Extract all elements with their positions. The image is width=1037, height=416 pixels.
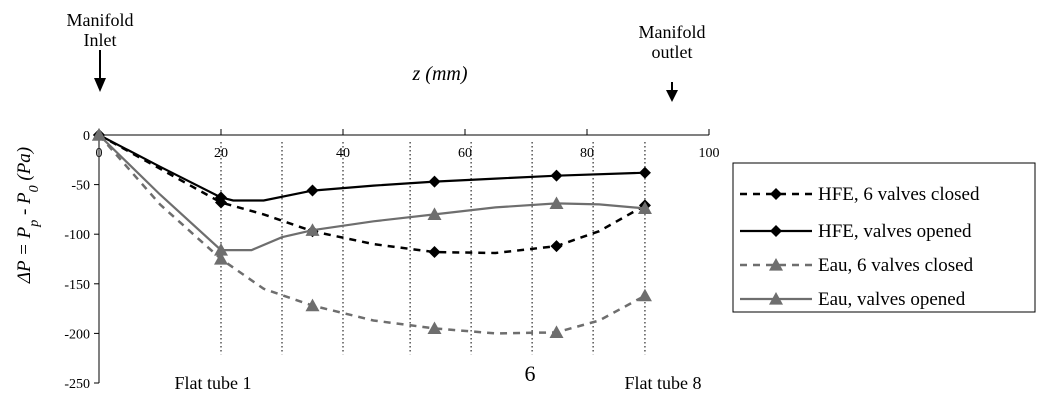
data-point-2-5 <box>550 169 563 182</box>
data-point-3-2 <box>214 252 228 265</box>
y-tick-label: -250 <box>64 377 90 392</box>
y-tick-label: 0 <box>83 129 90 144</box>
data-point-4-1 <box>92 128 106 141</box>
legend-box <box>732 162 1036 313</box>
manifold-outlet-label: Manifold outlet <box>639 22 706 62</box>
series-4 <box>92 128 652 256</box>
data-point-2-6 <box>638 166 651 179</box>
data-point-3-4 <box>427 321 442 335</box>
data-point-4-4 <box>427 207 442 220</box>
x-tick-label: 0 <box>96 146 103 161</box>
x-tick-label: 60 <box>458 146 472 161</box>
series-layer <box>92 128 652 339</box>
data-point-3-6 <box>637 288 652 302</box>
y-tick-label: -100 <box>64 228 90 243</box>
legend-label-2: HFE, valves opened <box>818 221 972 242</box>
x-tick-label: 40 <box>336 146 350 161</box>
y-tick-label: -150 <box>64 278 90 293</box>
series-2 <box>93 129 651 204</box>
legend-label-3: Eau, 6 valves closed <box>818 255 974 276</box>
x-tick-label: 100 <box>699 146 720 161</box>
data-point-4-6 <box>637 201 652 215</box>
tube-gridlines <box>220 141 646 355</box>
axes: 0 20 40 60 80 100 0 -50 -100 -150 -200 -250 <box>64 129 720 392</box>
legend-marker-1 <box>770 188 782 200</box>
legend-label-4: Eau, valves opened <box>818 289 966 310</box>
data-point-4-3 <box>305 223 320 236</box>
series-line-2 <box>98 134 646 202</box>
x-axis-label: z (mm) <box>412 63 468 85</box>
y-tick-label: -200 <box>64 327 90 342</box>
flat-tube-8-label: Flat tube 8 <box>625 373 702 393</box>
data-point-4-2 <box>214 243 228 256</box>
inlet-arrow-icon <box>94 78 106 92</box>
manifold-inlet-label: Manifold Inlet <box>67 10 134 50</box>
data-point-2-3 <box>306 184 319 197</box>
flat-tube-1-label: Flat tube 1 <box>175 373 252 393</box>
legend-marker-3 <box>769 258 783 271</box>
series-3 <box>92 128 652 339</box>
series-line-1 <box>98 133 646 255</box>
x-tick-label: 20 <box>214 146 228 161</box>
legend-marker-4 <box>769 292 783 305</box>
y-axis-label: ΔP = Pp - P0 (Pa) <box>14 147 42 284</box>
x-tick-label: 80 <box>580 146 594 161</box>
data-point-2-4 <box>428 175 441 188</box>
series-line-4 <box>98 134 646 252</box>
data-point-1-5 <box>550 240 563 253</box>
data-point-4-5 <box>549 196 564 210</box>
data-point-1-4 <box>428 246 441 259</box>
outlet-arrow-icon <box>666 90 678 102</box>
y-tick-label: -50 <box>71 179 90 194</box>
data-point-3-5 <box>549 325 564 339</box>
legend-marker-2 <box>770 225 782 237</box>
data-point-2-2 <box>215 191 227 204</box>
legend-label-1: HFE, 6 valves closed <box>818 184 980 205</box>
data-point-3-3 <box>305 298 320 312</box>
legend: HFE, 6 valves closed HFE, valves opened Ea… <box>732 162 1036 313</box>
center-note: 6 <box>525 361 536 386</box>
series-1 <box>93 129 651 259</box>
series-line-3 <box>98 134 646 335</box>
